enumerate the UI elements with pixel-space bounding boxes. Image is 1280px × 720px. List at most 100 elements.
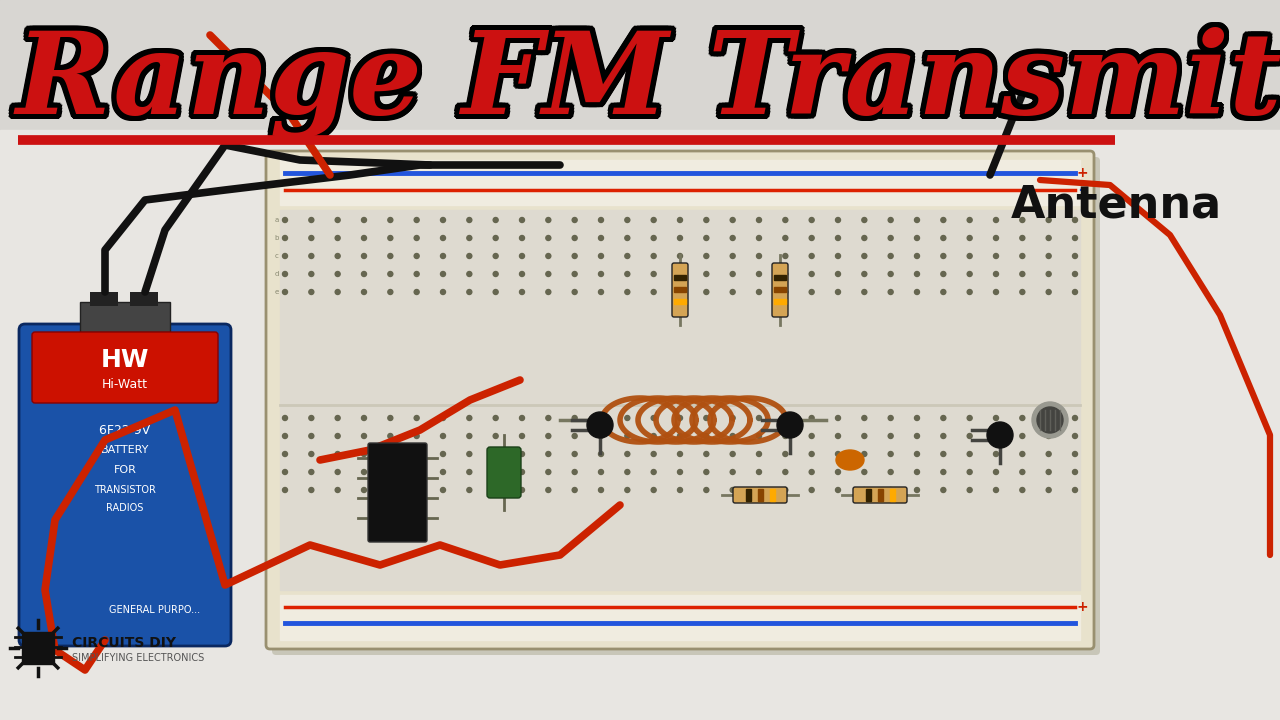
Circle shape [941, 235, 946, 240]
Bar [771, 489, 774, 501]
Circle shape [545, 469, 550, 474]
Circle shape [652, 217, 657, 222]
Bar [758, 489, 763, 501]
Circle shape [704, 487, 709, 492]
Circle shape [440, 433, 445, 438]
Text: Long Range FM Transmitter: Long Range FM Transmitter [0, 30, 1280, 142]
Circle shape [836, 469, 841, 474]
Circle shape [861, 415, 867, 420]
Circle shape [493, 253, 498, 258]
Circle shape [730, 451, 735, 456]
Circle shape [836, 235, 841, 240]
Circle shape [1020, 415, 1025, 420]
Circle shape [756, 271, 762, 276]
Circle shape [914, 235, 919, 240]
Circle shape [493, 289, 498, 294]
Circle shape [993, 271, 998, 276]
Circle shape [941, 451, 946, 456]
Circle shape [283, 289, 288, 294]
Circle shape [993, 451, 998, 456]
Bar [280, 595, 1080, 640]
Circle shape [756, 415, 762, 420]
Circle shape [993, 433, 998, 438]
Circle shape [836, 271, 841, 276]
Text: RADIOS: RADIOS [106, 503, 143, 513]
Text: Long Range FM Transmitter: Long Range FM Transmitter [0, 22, 1280, 134]
Circle shape [1046, 289, 1051, 294]
Circle shape [968, 217, 973, 222]
Circle shape [388, 415, 393, 420]
Bar [746, 489, 751, 501]
Circle shape [861, 253, 867, 258]
Circle shape [415, 217, 419, 222]
Circle shape [440, 415, 445, 420]
Circle shape [361, 271, 366, 276]
Circle shape [545, 217, 550, 222]
Circle shape [809, 415, 814, 420]
Circle shape [572, 469, 577, 474]
Circle shape [730, 415, 735, 420]
Circle shape [283, 217, 288, 222]
Circle shape [599, 235, 603, 240]
Bar [867, 489, 870, 501]
Circle shape [914, 289, 919, 294]
Circle shape [572, 289, 577, 294]
Circle shape [545, 415, 550, 420]
Circle shape [756, 253, 762, 258]
Circle shape [415, 487, 419, 492]
Circle shape [467, 235, 472, 240]
Circle shape [625, 253, 630, 258]
Circle shape [625, 415, 630, 420]
Circle shape [467, 271, 472, 276]
Circle shape [861, 451, 867, 456]
Circle shape [861, 469, 867, 474]
Circle shape [388, 253, 393, 258]
Circle shape [520, 487, 525, 492]
Circle shape [756, 235, 762, 240]
FancyBboxPatch shape [32, 332, 218, 403]
Circle shape [968, 433, 973, 438]
Text: Hi-Watt: Hi-Watt [102, 379, 148, 392]
Circle shape [968, 487, 973, 492]
Text: b: b [275, 235, 279, 241]
Circle shape [283, 451, 288, 456]
Bar [774, 287, 786, 292]
Circle shape [888, 415, 893, 420]
Bar [675, 299, 686, 304]
Circle shape [677, 487, 682, 492]
Circle shape [783, 271, 787, 276]
Text: e: e [275, 289, 279, 295]
Circle shape [1073, 289, 1078, 294]
Text: Long Range FM Transmitter: Long Range FM Transmitter [0, 22, 1280, 134]
Circle shape [415, 253, 419, 258]
Circle shape [308, 235, 314, 240]
Circle shape [308, 451, 314, 456]
Circle shape [415, 271, 419, 276]
Circle shape [888, 433, 893, 438]
Text: Long Range FM Transmitter: Long Range FM Transmitter [0, 23, 1280, 135]
Circle shape [440, 451, 445, 456]
Circle shape [677, 271, 682, 276]
FancyBboxPatch shape [672, 263, 689, 317]
Bar [280, 210, 1080, 590]
Circle shape [993, 235, 998, 240]
Circle shape [941, 289, 946, 294]
Circle shape [652, 271, 657, 276]
Circle shape [361, 415, 366, 420]
Text: FOR: FOR [114, 465, 137, 475]
Circle shape [941, 253, 946, 258]
Circle shape [730, 289, 735, 294]
Circle shape [677, 217, 682, 222]
Circle shape [993, 415, 998, 420]
Circle shape [730, 235, 735, 240]
Circle shape [335, 415, 340, 420]
Circle shape [836, 433, 841, 438]
Circle shape [993, 487, 998, 492]
Circle shape [652, 487, 657, 492]
Circle shape [308, 487, 314, 492]
Text: HW: HW [101, 348, 150, 372]
Circle shape [677, 451, 682, 456]
Circle shape [652, 451, 657, 456]
Circle shape [1046, 433, 1051, 438]
Circle shape [756, 451, 762, 456]
